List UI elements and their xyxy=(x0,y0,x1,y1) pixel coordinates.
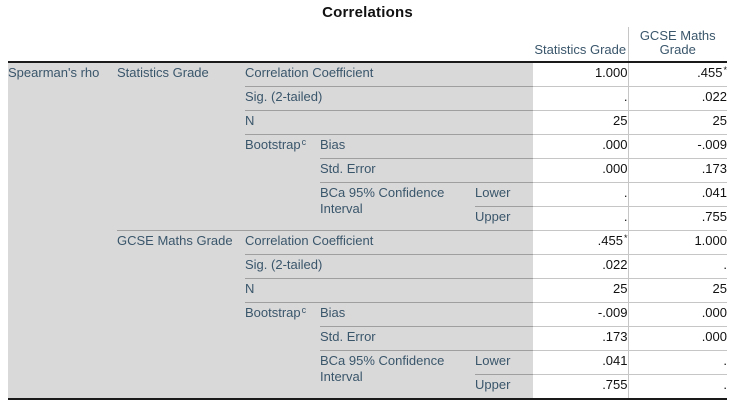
column-header-statistics-grade: Statistics Grade xyxy=(533,27,628,63)
cell-value: .173 xyxy=(533,326,628,351)
cell-value: .755 xyxy=(533,374,628,400)
cell-value: 25 xyxy=(533,110,628,135)
cell-value: .041 xyxy=(627,182,727,207)
cell-value: . xyxy=(533,86,628,111)
significance-marker: * xyxy=(723,65,727,75)
row-label-upper: Upper xyxy=(475,206,533,231)
table-row: Bootstrapc Bias .000 -.009 xyxy=(8,134,727,231)
cell-value: .455* xyxy=(533,230,628,255)
row-label-std-error: Std. Error xyxy=(320,326,533,351)
variable-label-statistics-grade: Statistics Grade xyxy=(117,62,245,231)
cell-value: 1.000 xyxy=(627,230,727,255)
table-row: Upper . .755 xyxy=(8,206,727,231)
row-label-n: N xyxy=(245,110,533,135)
cell-value: .000 xyxy=(627,326,727,351)
cell-value: . xyxy=(627,374,727,400)
table-row: Std. Error .173 .000 xyxy=(8,326,727,351)
table-row: Upper .755 . xyxy=(8,374,727,400)
cell-value: .022 xyxy=(627,86,727,111)
cell-value: . xyxy=(533,182,628,207)
table-row: N 25 25 xyxy=(8,278,727,303)
page-title: Correlations xyxy=(322,4,413,21)
cell-value: .755 xyxy=(627,206,727,231)
table-row: GCSE Maths Grade Correlation Coefficient… xyxy=(8,230,727,400)
row-label-bias: Bias xyxy=(320,302,533,327)
cell-value: . xyxy=(533,206,628,231)
table-row: N 25 25 xyxy=(8,110,727,135)
significance-marker: * xyxy=(623,233,628,243)
row-label-upper: Upper xyxy=(475,374,533,400)
table-header-row: Statistics Grade GCSE Maths Grade xyxy=(8,27,727,63)
table-row: Bootstrapc Bias -.009 .000 xyxy=(8,302,727,400)
method-label: Spearman's rho xyxy=(8,62,117,399)
cell-value: .041 xyxy=(533,350,628,375)
cell-value: .455* xyxy=(627,62,727,87)
cell-value: 25 xyxy=(627,110,727,135)
cell-value: . xyxy=(627,350,727,375)
cell-value: .000 xyxy=(533,158,628,183)
cell-value: .000 xyxy=(533,134,628,159)
row-label-bca-confidence-interval: BCa 95% Confidence Interval xyxy=(320,350,475,400)
row-label-bootstrap: Bootstrapc xyxy=(245,302,320,400)
cell-value: 25 xyxy=(533,278,628,303)
row-label-lower: Lower xyxy=(475,182,533,207)
table-row: Spearman's rho Statistics Grade Correlat… xyxy=(8,62,727,399)
cell-value: .022 xyxy=(533,254,628,279)
correlations-output: Correlations Statistics Grade GCSE Maths… xyxy=(0,4,735,402)
header-spacer xyxy=(8,27,533,63)
row-label-bootstrap: Bootstrapc xyxy=(245,134,320,231)
row-label-bias: Bias xyxy=(320,134,533,159)
table-row: BCa 95% Confidence Interval Lower . .041 xyxy=(8,182,727,231)
row-label-sig-2-tailed: Sig. (2-tailed) xyxy=(245,254,533,279)
row-label-correlation-coefficient: Correlation Coefficient xyxy=(245,62,533,87)
table-row: BCa 95% Confidence Interval Lower .041 . xyxy=(8,350,727,400)
row-label-n: N xyxy=(245,278,533,303)
row-label-bca-confidence-interval: BCa 95% Confidence Interval xyxy=(320,182,475,231)
table-row: Std. Error .000 .173 xyxy=(8,158,727,183)
row-label-std-error: Std. Error xyxy=(320,158,533,183)
cell-value: 1.000 xyxy=(533,62,628,87)
row-label-lower: Lower xyxy=(475,350,533,375)
cell-value: .000 xyxy=(627,302,727,327)
bootstrap-note-marker: c xyxy=(301,137,307,147)
cell-value: 25 xyxy=(627,278,727,303)
cell-value: .173 xyxy=(627,158,727,183)
cell-value: -.009 xyxy=(533,302,628,327)
correlations-table: Statistics Grade GCSE Maths Grade Spearm… xyxy=(8,27,727,400)
table-row: Sig. (2-tailed) . .022 xyxy=(8,86,727,111)
variable-label-gcse-maths-grade: GCSE Maths Grade xyxy=(117,230,245,400)
row-label-sig-2-tailed: Sig. (2-tailed) xyxy=(245,86,533,111)
column-header-gcse-maths-grade: GCSE Maths Grade xyxy=(627,27,727,63)
row-label-correlation-coefficient: Correlation Coefficient xyxy=(245,230,533,255)
cell-value: -.009 xyxy=(627,134,727,159)
cell-value: . xyxy=(627,254,727,279)
table-row: Sig. (2-tailed) .022 . xyxy=(8,254,727,279)
bootstrap-note-marker: c xyxy=(301,305,307,315)
